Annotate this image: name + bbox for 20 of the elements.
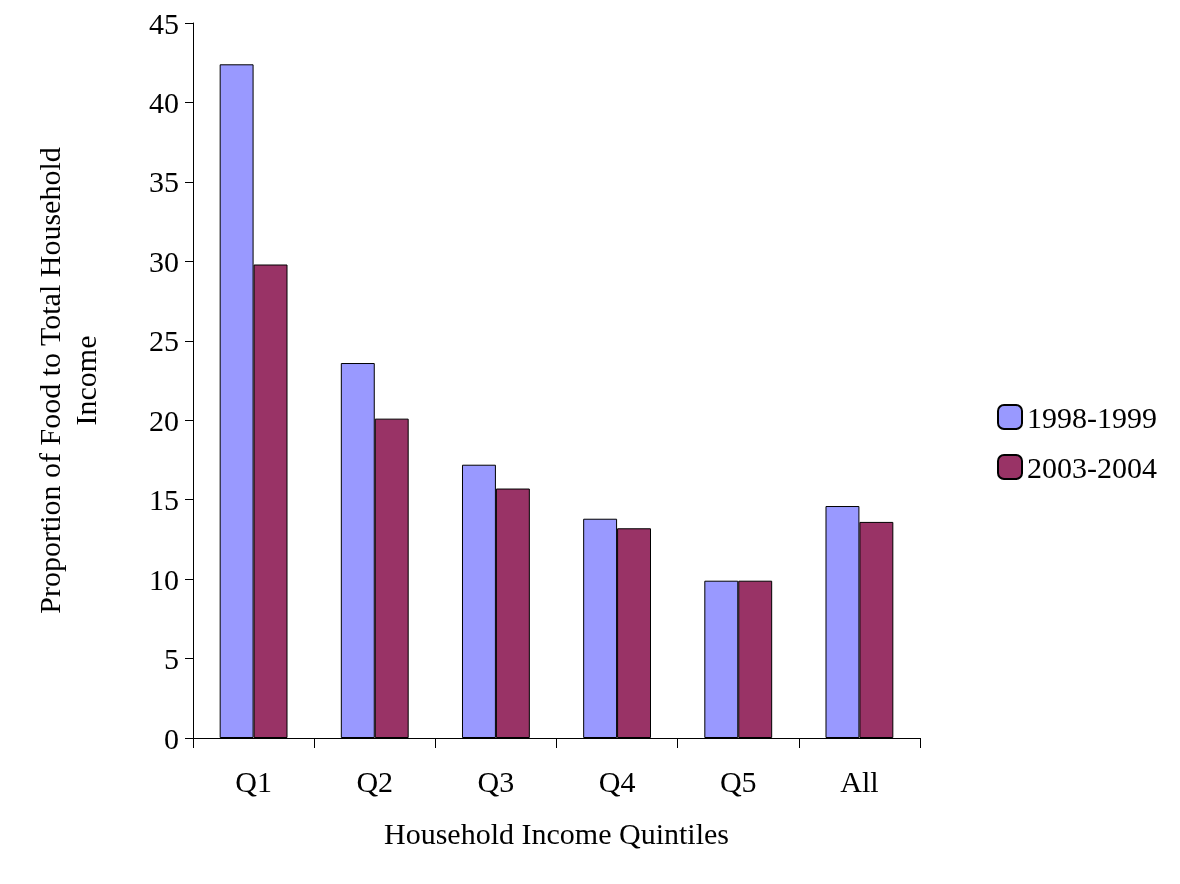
x-tick-label: Q3 — [477, 764, 515, 798]
y-tick-label: 10 — [149, 562, 179, 596]
y-tick-label: 35 — [149, 165, 179, 199]
x-tick-label: Q4 — [598, 764, 636, 798]
legend-label: 1998-1999 — [1027, 400, 1158, 434]
y-tick-label: 45 — [149, 6, 179, 40]
y-tick-label: 0 — [164, 721, 179, 755]
x-axis-title: Household Income Quintiles — [384, 816, 729, 850]
legend-label: 2003-2004 — [1027, 450, 1158, 484]
y-tick-label: 40 — [149, 85, 179, 119]
x-tick-label: All — [840, 764, 879, 798]
y-tick-label: 15 — [149, 483, 179, 517]
x-tick-label: Q1 — [235, 764, 272, 798]
y-tick-label: 5 — [164, 642, 179, 676]
y-tick-label: 20 — [149, 403, 179, 437]
y-tick-label: 30 — [149, 244, 179, 278]
y-axis-title: Proportion of Food to Total Household Income — [32, 147, 102, 614]
x-tick-label: Q5 — [719, 764, 757, 798]
y-tick-label: 25 — [149, 324, 179, 358]
x-tick-label: Q2 — [356, 764, 394, 798]
